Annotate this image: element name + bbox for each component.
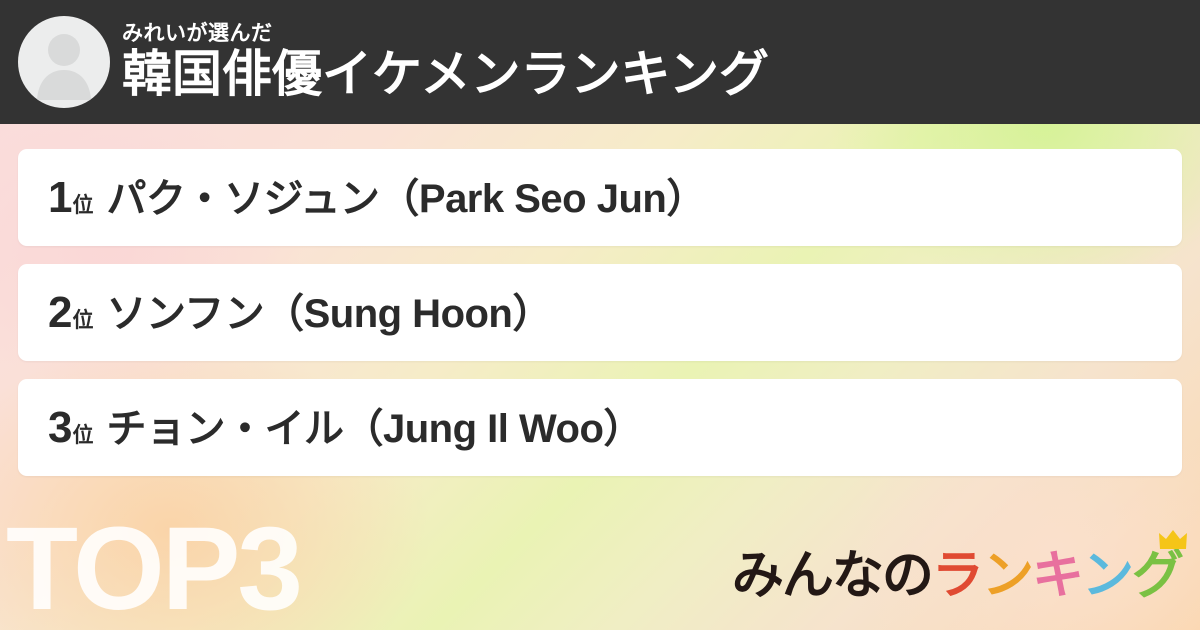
brand-logo-char-no: の [881, 547, 934, 605]
crown-icon [1158, 528, 1188, 552]
ranking-item-2[interactable]: 2 位 ソンフン（Sung Hoon） [18, 264, 1182, 361]
page-title: 韓国俳優イケメンランキング [122, 46, 769, 103]
header-bar: みれいが選んだ 韓国俳優イケメンランキング [0, 0, 1200, 124]
ranking-list: 1 位 パク・ソジュン（Park Seo Jun） 2 位 ソンフン（Sung … [0, 124, 1200, 476]
brand-logo-char-na: な [831, 547, 884, 605]
rank-unit-label: 位 [72, 423, 94, 447]
rank-entry-name: パク・ソジュン（Park Seo Jun） [106, 176, 706, 221]
brand-logo[interactable]: み ん な の ラ ン キ ン グ [731, 530, 1187, 605]
avatar [18, 16, 110, 108]
user-avatar-icon [18, 16, 110, 108]
brand-logo-char-ki: キ [1031, 547, 1084, 605]
brand-logo-char-n-blue: ン [1081, 547, 1134, 605]
brand-logo-char-gu-wrap: グ [1131, 530, 1187, 605]
ranking-item-3[interactable]: 3 位 チョン・イル（Jung Il Woo） [18, 379, 1182, 476]
rank-number: 1 [48, 172, 73, 222]
rank-entry-name: チョン・イル（Jung Il Woo） [106, 406, 643, 451]
brand-logo-char-ra: ラ [931, 547, 984, 605]
footer: TOP3 み ん な の ラ ン キ ン グ [0, 482, 1200, 630]
rank-entry-name: ソンフン（Sung Hoon） [106, 291, 552, 336]
ranking-item-1[interactable]: 1 位 パク・ソジュン（Park Seo Jun） [18, 149, 1182, 246]
ranking-item-line: 2 位 ソンフン（Sung Hoon） [48, 287, 552, 337]
header-text-block: みれいが選んだ 韓国俳優イケメンランキング [122, 21, 769, 103]
rank-unit-label: 位 [72, 193, 94, 217]
top3-badge: TOP3 [6, 503, 303, 630]
ranking-item-line: 1 位 パク・ソジュン（Park Seo Jun） [48, 172, 706, 222]
rank-unit-label: 位 [72, 308, 94, 332]
rank-number: 3 [48, 402, 73, 452]
brand-logo-char-mi: み [731, 547, 784, 605]
brand-logo-char-n-orange: ン [981, 547, 1034, 605]
rank-number: 2 [48, 287, 73, 337]
brand-logo-char-gu: グ [1131, 547, 1184, 605]
header-subtitle: みれいが選んだ [122, 21, 273, 45]
ranking-item-line: 3 位 チョン・イル（Jung Il Woo） [48, 402, 643, 452]
brand-logo-char-n: ん [781, 547, 834, 605]
